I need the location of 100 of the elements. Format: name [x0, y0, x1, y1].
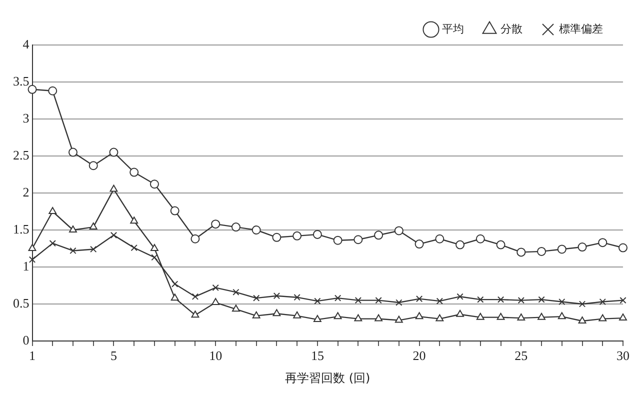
point — [620, 296, 626, 304]
point — [374, 314, 383, 322]
point — [598, 314, 607, 322]
y-tick-label: 3.5 — [13, 73, 30, 88]
point — [190, 234, 200, 244]
x-tick-label: 30 — [616, 348, 630, 364]
point — [476, 312, 484, 320]
point — [354, 296, 362, 304]
point — [456, 240, 465, 250]
point — [496, 240, 506, 250]
point — [272, 309, 281, 316]
point — [334, 294, 342, 302]
y-tick-label: 4 — [22, 36, 30, 52]
y-tick-label: 1 — [22, 258, 30, 274]
point — [477, 296, 484, 303]
y-tick-label: 2 — [22, 184, 30, 200]
x-tick-label: 25 — [514, 348, 528, 364]
x-tick-label: 20 — [412, 348, 426, 364]
y-tick-label: 3 — [22, 110, 30, 126]
point — [252, 311, 260, 318]
point — [253, 294, 260, 302]
point — [150, 180, 159, 189]
point — [151, 254, 158, 261]
point — [211, 220, 220, 229]
x-tick-label: 10 — [209, 348, 222, 364]
point — [28, 84, 37, 94]
point — [110, 184, 118, 192]
point — [599, 298, 606, 306]
point — [538, 296, 545, 303]
point — [252, 226, 261, 234]
point — [456, 293, 464, 300]
point — [497, 296, 504, 303]
point — [150, 244, 158, 251]
point — [192, 293, 199, 300]
point — [496, 312, 505, 320]
point — [578, 300, 586, 308]
point — [578, 242, 587, 252]
point — [69, 226, 77, 232]
point — [456, 310, 464, 317]
point — [130, 168, 139, 177]
point — [109, 148, 118, 157]
point — [293, 311, 302, 318]
point — [170, 294, 179, 301]
point — [375, 296, 382, 304]
point — [172, 280, 178, 288]
legend-label: 標準偏差 — [559, 22, 603, 36]
point — [232, 288, 240, 296]
point — [232, 304, 240, 312]
point — [48, 86, 58, 96]
x-tick-label: 15 — [310, 348, 324, 364]
point — [314, 298, 321, 304]
point — [558, 312, 566, 320]
point — [191, 310, 200, 318]
point — [618, 243, 628, 252]
point — [354, 314, 362, 322]
point — [517, 314, 526, 321]
point — [28, 256, 36, 263]
y-tick-label: 0.5 — [13, 295, 30, 310]
point — [537, 246, 546, 256]
point — [394, 316, 403, 323]
x-axis-title: 再学習回数 (回) — [285, 370, 370, 385]
point — [110, 232, 118, 239]
point — [68, 148, 78, 157]
point — [516, 248, 526, 257]
point — [70, 247, 76, 254]
point — [334, 312, 342, 320]
point — [435, 234, 444, 244]
point — [538, 312, 546, 320]
point — [578, 316, 586, 324]
point — [416, 295, 423, 302]
legend-label: 平均 — [442, 22, 464, 36]
point — [313, 315, 322, 322]
point — [557, 244, 566, 254]
x-tick-label: 5 — [110, 348, 117, 364]
point — [89, 222, 98, 230]
point — [273, 292, 280, 300]
point — [333, 236, 342, 245]
point — [294, 294, 300, 301]
point — [231, 222, 240, 232]
point — [374, 230, 384, 240]
point — [619, 314, 627, 321]
point — [88, 161, 98, 170]
point — [415, 312, 424, 320]
point — [476, 234, 485, 244]
y-tick-label: 0 — [22, 332, 30, 348]
point — [436, 298, 443, 304]
point — [292, 231, 302, 240]
point — [436, 314, 444, 322]
point — [312, 230, 322, 239]
point — [598, 238, 608, 248]
point — [170, 206, 180, 216]
point — [354, 235, 363, 244]
point — [212, 298, 220, 306]
y-tick-label: 1.5 — [13, 221, 30, 236]
point — [414, 240, 424, 249]
legend-label: 分散 — [500, 22, 522, 36]
point — [518, 296, 524, 304]
point — [49, 240, 56, 247]
point — [394, 226, 404, 236]
point — [212, 284, 219, 292]
